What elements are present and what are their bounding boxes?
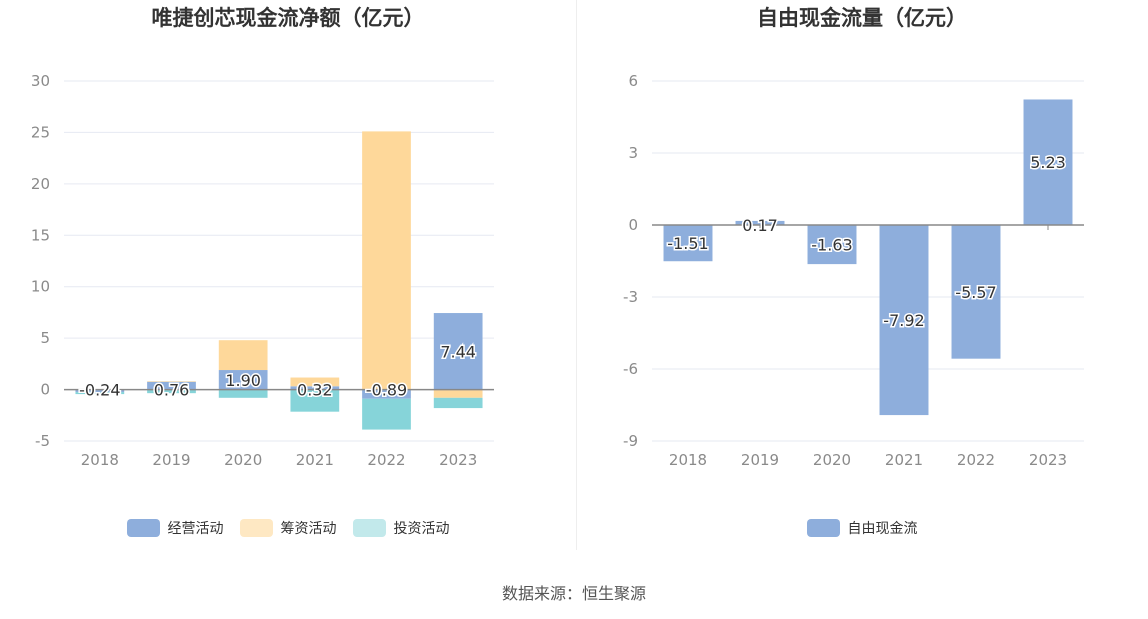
- legend-swatch: [126, 519, 160, 537]
- bar: [362, 389, 411, 399]
- x-tick-label: 2019: [741, 451, 779, 469]
- x-tick-label: 2019: [152, 451, 190, 469]
- y-tick-label: 20: [31, 175, 50, 193]
- legend-item-investing[interactable]: 投资活动: [352, 518, 450, 538]
- data-label: 1.90: [225, 371, 261, 390]
- bar: [433, 389, 483, 398]
- bar: [147, 381, 196, 390]
- x-tick-label: 2023: [1029, 451, 1067, 469]
- bar: [1023, 99, 1073, 225]
- bar: [433, 397, 483, 409]
- x-tick-label: 2022: [367, 451, 405, 469]
- legend-swatch: [352, 519, 386, 537]
- bar: [290, 389, 340, 412]
- bar: [663, 225, 713, 262]
- chart-net-cash-flow: -5 0 5 10 15 20 25 30 2018 2019 2020 2021 2022 2023 -0…: [31, 72, 494, 469]
- bar: [362, 131, 411, 390]
- panel-divider: [576, 0, 577, 550]
- x-tick-label: 2021: [296, 451, 334, 469]
- y-tick-label: -6: [623, 360, 638, 378]
- data-label: 0.76: [154, 381, 190, 400]
- y-tick-label: 30: [31, 72, 50, 90]
- legend-swatch: [806, 519, 840, 537]
- data-label: -0.89: [366, 381, 407, 400]
- x-tick-label: 2018: [81, 451, 119, 469]
- bar: [433, 313, 483, 390]
- bar: [735, 220, 785, 225]
- x-tick-label: 2020: [813, 451, 851, 469]
- legend-label: 经营活动: [167, 521, 224, 537]
- x-tick-label: 2020: [224, 451, 262, 469]
- x-tick-label: 2018: [669, 451, 707, 469]
- chart-panel-net-cash-flow: 唯捷创芯现金流净额（亿元） -5 0 5 10 15 20 25 30 2018 2019 2020…: [0, 0, 576, 560]
- bar: [290, 377, 340, 387]
- legend: 自由现金流: [576, 518, 1148, 538]
- legend-label: 投资活动: [393, 521, 450, 537]
- bar: [218, 340, 268, 371]
- bar: [807, 225, 857, 265]
- legend-label: 自由现金流: [847, 521, 918, 537]
- chart-title: 自由现金流量（亿元）: [757, 6, 967, 30]
- bar: [147, 381, 196, 382]
- data-label: -1.51: [667, 234, 708, 253]
- y-tick-label: 25: [31, 123, 50, 141]
- y-tick-label: 3: [628, 144, 638, 162]
- y-tick-label: 5: [40, 329, 50, 347]
- data-label: -0.24: [79, 381, 120, 400]
- y-tick-label: 6: [628, 72, 638, 90]
- data-label: -5.57: [955, 283, 996, 302]
- legend-item-free-cash-flow[interactable]: 自由现金流: [806, 518, 918, 538]
- data-label: -7.92: [883, 311, 924, 330]
- chart-title: 唯捷创芯现金流净额（亿元）: [151, 6, 425, 30]
- bar: [75, 389, 125, 393]
- y-tick-label: 10: [31, 278, 50, 296]
- y-tick-label: -3: [623, 288, 638, 306]
- bar: [218, 370, 268, 390]
- data-label: 0.17: [742, 216, 778, 235]
- y-tick-label: -9: [623, 432, 638, 450]
- legend-item-operating[interactable]: 经营活动: [126, 518, 224, 538]
- data-label: 0.32: [297, 381, 333, 400]
- bar: [75, 392, 125, 395]
- legend-swatch: [239, 519, 273, 537]
- bar: [218, 389, 268, 398]
- y-tick-label: 0: [40, 381, 50, 399]
- x-tick-label: 2023: [439, 451, 477, 469]
- bar: [951, 225, 1001, 359]
- x-tick-label: 2022: [957, 451, 995, 469]
- data-label: -1.63: [811, 236, 852, 255]
- legend: 经营活动 筹资活动 投资活动: [0, 518, 576, 538]
- legend-item-financing[interactable]: 筹资活动: [239, 518, 337, 538]
- data-source: 数据来源：恒生聚源: [501, 584, 646, 603]
- y-tick-label: 15: [31, 226, 50, 244]
- chart-free-cash-flow: -9 -6 -3 0 3 6 2018 2019 2020 2021 2022 2023 -1.51 0.…: [623, 72, 1084, 469]
- bar: [290, 386, 340, 390]
- y-tick-label: 0: [628, 216, 638, 234]
- x-tick-label: 2021: [885, 451, 923, 469]
- data-label: 7.44: [440, 342, 476, 361]
- bar: [879, 225, 929, 416]
- y-tick-label: -5: [35, 432, 50, 450]
- chart-panel-free-cash-flow: 自由现金流量（亿元） -9 -6 -3 0 3 6 2018 2019 2020 2021 2022…: [576, 0, 1148, 560]
- data-label: 5.23: [1030, 153, 1066, 172]
- bar: [362, 398, 411, 430]
- bar: [147, 389, 196, 394]
- legend-label: 筹资活动: [280, 521, 337, 537]
